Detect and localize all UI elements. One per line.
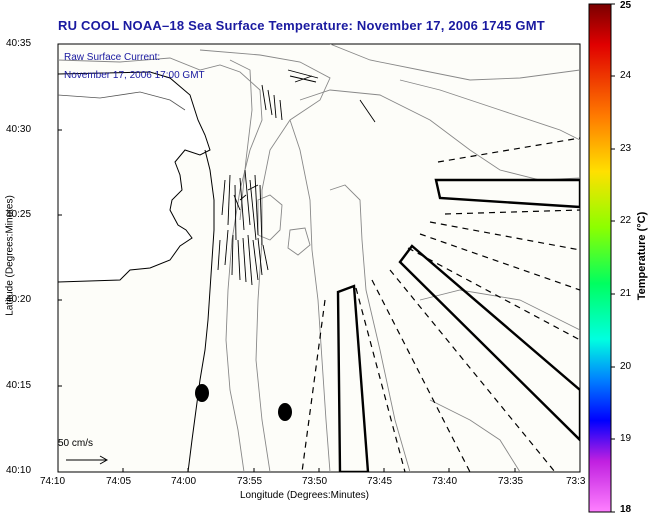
- ytick-label: 40:30: [6, 124, 32, 135]
- station-marker: [278, 403, 292, 421]
- xtick-label: 73:3: [566, 476, 586, 487]
- colorbar-tick-label: 19: [620, 433, 632, 444]
- shoreline: [187, 149, 215, 472]
- xtick-label: 73:50: [302, 476, 328, 487]
- colorbar: [588, 3, 612, 513]
- y-axis-label: Latitude (Degrees:Minutes): [4, 195, 16, 316]
- xtick-label: 74:00: [171, 476, 197, 487]
- map-title: RU COOL NOAA–18 Sea Surface Temperature:…: [58, 18, 545, 33]
- colorbar-tick-marks: [611, 3, 615, 513]
- colorbar-tick-label: 21: [620, 288, 632, 299]
- coastline: [58, 71, 211, 283]
- radar-dashed-lines: [301, 137, 580, 472]
- scale-label: 50 cm/s: [58, 438, 94, 449]
- colorbar-tick-label: 18: [620, 504, 632, 515]
- xtick-label: 73:45: [367, 476, 393, 487]
- current-vectors: [217, 69, 376, 286]
- current-annotation-line1: Raw Surface Current:: [64, 52, 161, 63]
- xtick-label: 73:35: [498, 476, 524, 487]
- axis-tick-marks: [58, 43, 516, 473]
- colorbar-label: Temperature (°C): [636, 211, 648, 301]
- colorbar-tick-label: 20: [620, 361, 632, 372]
- colorbar-tick-label: 24: [620, 70, 632, 81]
- inner-bay-line: [58, 91, 186, 111]
- bathymetry-contours: [58, 44, 580, 472]
- xtick-label: 73:55: [237, 476, 263, 487]
- ytick-label: 40:15: [6, 380, 32, 391]
- scale-arrow: [66, 455, 109, 465]
- xtick-label: 74:05: [106, 476, 132, 487]
- station-marker: [195, 384, 209, 402]
- colorbar-tick-label: 25: [620, 0, 632, 11]
- x-axis-label: Longitude (Degrees:Minutes): [240, 490, 369, 501]
- ytick-label: 40:20: [6, 294, 32, 305]
- ytick-label: 40:35: [6, 38, 32, 49]
- current-annotation-line2: November 17, 2006 17:00 GMT: [64, 70, 205, 81]
- xtick-label: 73:40: [432, 476, 458, 487]
- ytick-label: 40:25: [6, 209, 32, 220]
- colorbar-tick-label: 23: [620, 143, 632, 154]
- ytick-label: 40:10: [6, 465, 32, 476]
- xtick-label: 74:10: [40, 476, 66, 487]
- radar-boxes: [336, 178, 580, 472]
- colorbar-tick-label: 22: [620, 215, 632, 226]
